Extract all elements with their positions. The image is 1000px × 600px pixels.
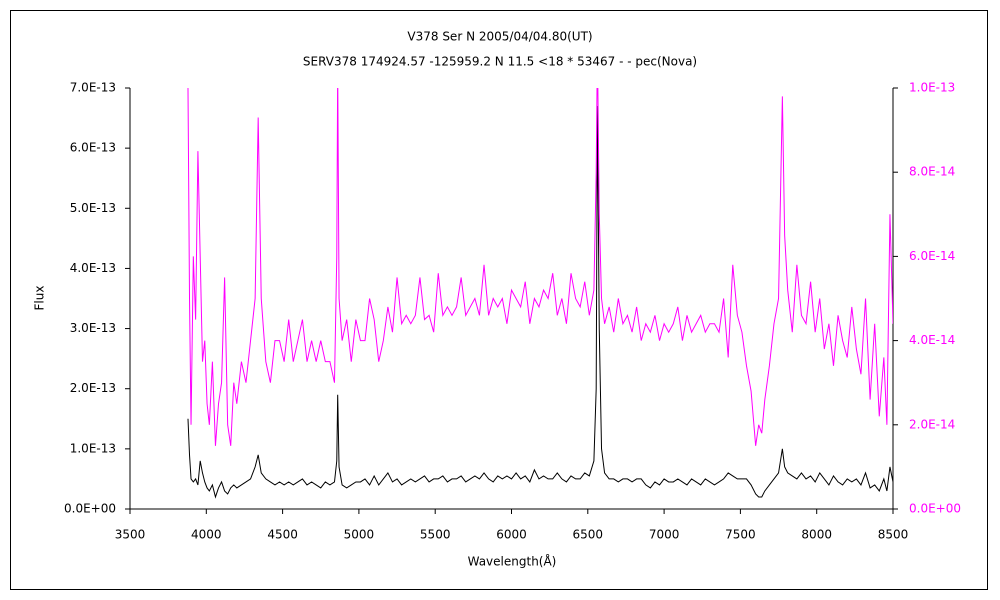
- y2-tick-label: 0.0E+00: [909, 502, 961, 516]
- y-axis-label: Flux: [33, 286, 47, 311]
- x-tick-label: 5000: [344, 528, 375, 542]
- y2-tick-label: 8.0E-14: [909, 165, 955, 179]
- y-tick-label: 2.0E-13: [70, 381, 116, 395]
- y-tick-label: 7.0E-13: [70, 81, 116, 95]
- y-tick-label: 5.0E-13: [70, 201, 116, 215]
- chart-title: V378 Ser N 2005/04/04.80(UT): [407, 30, 592, 44]
- frame: [10, 10, 988, 590]
- x-tick-label: 4000: [191, 528, 222, 542]
- x-tick-label: 4500: [267, 528, 298, 542]
- y-tick-label: 4.0E-13: [70, 261, 116, 275]
- spectrum-line: [187, 106, 893, 499]
- x-axis-label: Wavelength(Å): [468, 554, 557, 569]
- x-tick-label: 6000: [496, 528, 527, 542]
- x-tick-label: 6500: [573, 528, 604, 542]
- y2-tick-label: 4.0E-14: [909, 333, 955, 347]
- x-tick-label: 7500: [725, 528, 756, 542]
- y2-tick-label: 1.0E-13: [909, 81, 955, 95]
- y-tick-label: 3.0E-13: [70, 321, 116, 335]
- y-tick-label: 0.0E+00: [64, 502, 116, 516]
- x-tick-label: 8500: [878, 528, 909, 542]
- y-tick-label: 1.0E-13: [70, 441, 116, 455]
- y-tick-label: 6.0E-13: [70, 141, 116, 155]
- x-tick-label: 8000: [801, 528, 832, 542]
- chart-subtitle: SERV378 174924.57 -125959.2 N 11.5 <18 *…: [303, 55, 697, 69]
- x-tick-label: 3500: [115, 528, 146, 542]
- x-tick-label: 7000: [649, 528, 680, 542]
- spectrum-line: [187, 88, 893, 446]
- y2-tick-label: 2.0E-14: [909, 417, 955, 431]
- plot-area: [187, 88, 893, 499]
- x-tick-label: 5500: [420, 528, 451, 542]
- y2-tick-label: 6.0E-14: [909, 249, 955, 263]
